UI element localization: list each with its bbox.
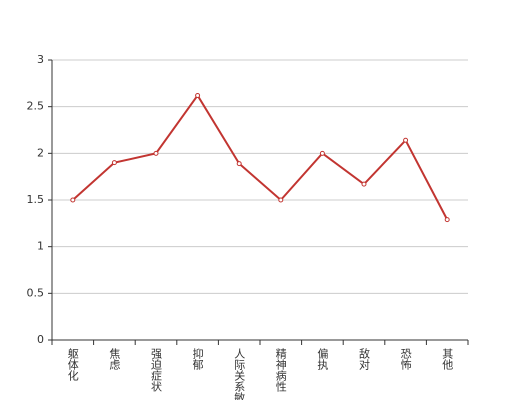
point: [278, 197, 284, 203]
point: [403, 137, 409, 143]
y-tick-label: 1: [37, 240, 44, 253]
x-tick-label: 躯体化: [66, 348, 79, 382]
y-tick-label: 2.5: [27, 100, 45, 113]
x-tick-label: 强迫症状: [150, 348, 163, 392]
point: [153, 150, 159, 156]
x-tick-label: 抑郁: [191, 347, 204, 370]
line: [72, 93, 449, 221]
point: [444, 217, 450, 223]
point: [111, 160, 117, 166]
x-tick-label: 偏执: [316, 347, 329, 371]
point: [236, 161, 242, 167]
x-tick-label: 精神病性: [274, 348, 287, 393]
y-tick-label: 1.5: [27, 193, 45, 206]
point: [70, 197, 76, 203]
y-tick-label: 2: [37, 146, 44, 159]
x-tick-label: 人际关系敏感: [233, 348, 246, 400]
point: [195, 92, 201, 98]
point: [361, 181, 367, 187]
point: [319, 150, 325, 156]
x-tick-label: 焦虑: [108, 348, 121, 370]
y-tick-label: 3: [37, 53, 44, 66]
y-tick-label: 0.5: [27, 286, 45, 299]
x-tick-label: 恐怖: [399, 348, 412, 370]
x-tick-label: 敌对: [358, 347, 371, 370]
x-tick-label: 其他: [441, 348, 454, 370]
y-tick-label: 0: [37, 333, 44, 346]
